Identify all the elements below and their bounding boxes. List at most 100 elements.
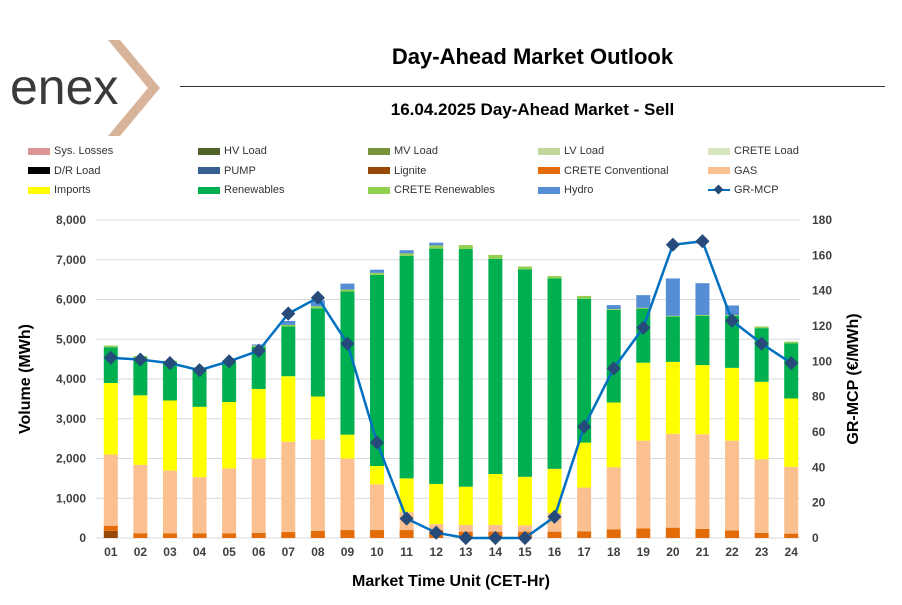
legend-label: HV Load	[224, 145, 267, 157]
y-tick-label: 7,000	[56, 253, 86, 267]
bar-segment-imports	[222, 402, 237, 469]
bar-segment-crete-conventional	[103, 525, 118, 531]
enex-logo: enex	[8, 38, 168, 138]
bar-segment-crete-conventional	[133, 533, 148, 538]
gr-mcp-marker	[222, 354, 237, 369]
y-tick-label: 3,000	[56, 412, 86, 426]
legend-label: MV Load	[394, 145, 439, 157]
legend-item: CRETE Renewables	[368, 184, 495, 196]
bar-segment-crete-conventional	[370, 530, 385, 538]
bar-segment-renewables	[458, 249, 473, 487]
gr-mcp-marker	[399, 511, 414, 526]
bar-segment-renewables	[517, 269, 532, 477]
y2-tick-label: 20	[812, 496, 826, 510]
legend-item: CRETE Conventional	[538, 165, 669, 177]
bar-segment-gas	[103, 454, 118, 526]
legend-item: Lignite	[368, 165, 426, 177]
bar-segment-renewables	[310, 308, 325, 397]
gr-mcp-marker	[606, 361, 621, 376]
bar-segment-crete-renewables	[281, 324, 296, 327]
x-tick-label: 12	[430, 545, 444, 559]
legend-item: Renewables	[198, 184, 285, 196]
bar-segment-crete-renewables	[399, 253, 414, 256]
x-tick-label: 02	[134, 545, 148, 559]
y2-tick-label: 0	[812, 531, 819, 545]
bar-segment-imports	[370, 466, 385, 485]
legend-label: GR-MCP	[734, 184, 779, 196]
bar-segment-crete-conventional	[725, 530, 740, 538]
gr-mcp-marker	[281, 306, 296, 321]
bar-segment-imports	[784, 398, 799, 467]
bar-segment-hydro	[281, 320, 296, 325]
y-tick-label: 5,000	[56, 332, 86, 346]
title-divider	[180, 86, 885, 87]
gr-mcp-marker	[429, 525, 444, 540]
bar-segment-crete-conventional	[695, 528, 710, 538]
y2-tick-label: 80	[812, 390, 826, 404]
x-tick-label: 22	[725, 545, 739, 559]
legend-label: CRETE Load	[734, 145, 799, 157]
y-tick-label: 4,000	[56, 372, 86, 386]
gr-mcp-marker	[547, 509, 562, 524]
legend-swatch-icon	[28, 147, 50, 155]
bar-segment-crete-conventional	[636, 528, 651, 538]
gr-mcp-marker	[192, 363, 207, 378]
bar-segment-crete-renewables	[547, 276, 562, 279]
bar-segment-renewables	[488, 258, 503, 475]
bar-segment-renewables	[251, 346, 266, 389]
bar-segment-imports	[133, 395, 148, 465]
bar-segment-imports	[488, 474, 503, 525]
bar-segment-crete-conventional	[577, 531, 592, 538]
bar-segment-crete-renewables	[754, 326, 769, 329]
bar-segment-imports	[162, 400, 177, 471]
legend-label: CRETE Conventional	[564, 164, 669, 177]
y2-tick-label: 100	[812, 354, 832, 368]
bar-segment-gas	[281, 441, 296, 533]
x-tick-label: 23	[755, 545, 769, 559]
legend-label: CRETE Renewables	[394, 184, 495, 196]
legend-item: MV Load	[368, 145, 438, 157]
legend-swatch-icon	[28, 167, 50, 174]
bar-segment-crete-renewables	[695, 315, 710, 316]
bar-segment-imports	[695, 365, 710, 435]
bar-segment-renewables	[725, 315, 740, 368]
bar-segment-renewables	[754, 328, 769, 382]
gr-mcp-marker	[636, 320, 651, 335]
bar-segment-imports	[399, 478, 414, 513]
bar-segment-renewables	[222, 362, 237, 403]
gr-mcp-marker	[665, 237, 680, 252]
y-tick-label: 2,000	[56, 452, 86, 466]
bar-segment-hydro	[370, 269, 385, 273]
bar-segment-crete-renewables	[458, 245, 473, 250]
x-tick-label: 09	[341, 545, 355, 559]
bar-segment-gas	[754, 459, 769, 533]
bar-segment-imports	[577, 442, 592, 488]
legend-swatch-icon	[368, 147, 390, 155]
bar-segment-hydro	[340, 283, 355, 290]
legend-item: GR-MCP	[708, 184, 779, 196]
x-tick-label: 04	[193, 545, 207, 559]
gr-mcp-marker	[784, 356, 799, 371]
legend-label: LV Load	[564, 145, 605, 157]
bar-segment-gas	[665, 433, 680, 528]
legend-label: Hydro	[564, 184, 594, 196]
bar-segment-crete-conventional	[310, 530, 325, 538]
chart-subtitle: 16.04.2025 Day-Ahead Market - Sell	[390, 100, 675, 119]
x-tick-label: 05	[222, 545, 236, 559]
bar-segment-gas	[192, 477, 207, 534]
y-axis-title: Volume (MWh)	[17, 324, 34, 434]
x-tick-label: 10	[370, 545, 384, 559]
legend-swatch-icon	[538, 186, 560, 194]
logo-text: enex	[10, 59, 118, 115]
gr-mcp-line	[110, 239, 792, 540]
y-tick-label: 0	[79, 531, 86, 545]
x-tick-label: 06	[252, 545, 266, 559]
bar-segment-lignite	[103, 530, 118, 538]
bar-segment-crete-renewables	[340, 289, 355, 292]
bar-segment-gas	[251, 458, 266, 533]
gr-mcp-marker	[369, 435, 385, 450]
bar-segment-gas	[458, 524, 473, 532]
bar-segment-crete-conventional	[754, 532, 769, 538]
x-tick-label: 17	[577, 545, 591, 559]
